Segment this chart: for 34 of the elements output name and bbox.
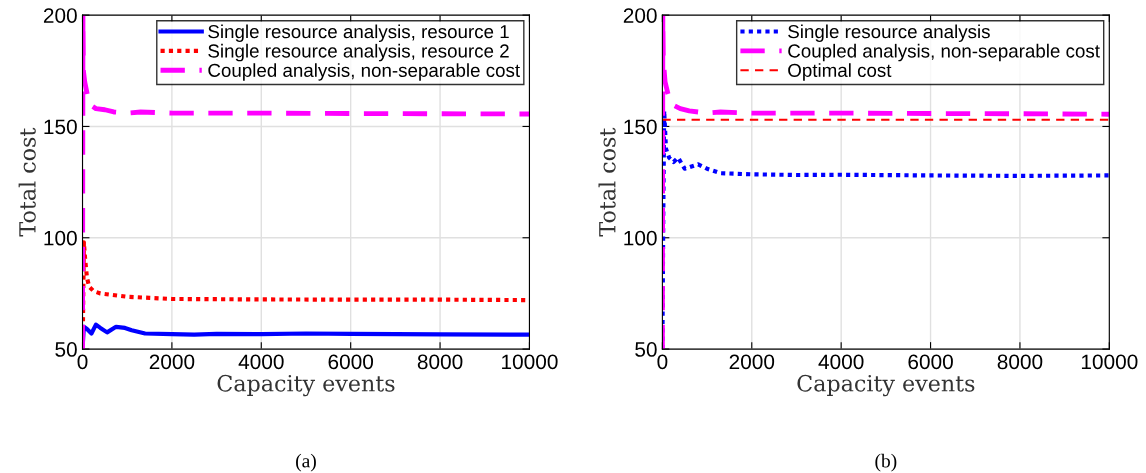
legend-label: Coupled analysis, non-separable cost xyxy=(208,63,520,81)
legend-label: Single resource analysis xyxy=(788,24,990,42)
y-tick-label: 150 xyxy=(624,119,657,135)
x-tick-label: 10000 xyxy=(1081,354,1138,370)
legend-label: Single resource analysis, resource 1 xyxy=(208,24,509,42)
legend-label: Coupled analysis, non-separable cost xyxy=(788,43,1100,62)
x-tick-label: 2000 xyxy=(149,354,195,370)
y-tick-label: 100 xyxy=(624,230,657,246)
line-series xyxy=(82,15,530,350)
x-tick-label: 6000 xyxy=(328,354,374,370)
x-tick-label: 2000 xyxy=(729,354,775,370)
y-axis-title: Total cost xyxy=(598,127,616,237)
x-tick-label: 6000 xyxy=(908,354,953,370)
y-tick-label: 50 xyxy=(635,342,657,357)
x-tick-label: 8000 xyxy=(417,354,463,370)
y-axis-title: Total cost xyxy=(18,127,36,237)
x-tick-label: 10000 xyxy=(502,354,558,370)
y-tick-label: 50 xyxy=(55,342,77,357)
x-tick-label: 0 xyxy=(77,354,88,370)
line-series xyxy=(662,15,1110,350)
x-axis-title: Capacity events xyxy=(217,374,395,397)
legend-label: Single resource analysis, resource 2 xyxy=(208,43,509,62)
y-tick-label: 200 xyxy=(623,8,657,23)
y-tick-label: 100 xyxy=(44,230,77,246)
y-tick-label: 150 xyxy=(44,119,77,135)
x-tick-label: 4000 xyxy=(238,354,284,370)
text: (a) xyxy=(296,453,316,472)
x-tick-label: 0 xyxy=(657,354,668,370)
text: (b) xyxy=(875,453,897,472)
legend-label: Optimal cost xyxy=(788,63,892,81)
y-tick-label: 200 xyxy=(43,8,77,23)
x-axis-title: Capacity events xyxy=(797,374,975,397)
x-tick-label: 8000 xyxy=(997,354,1043,370)
x-tick-label: 4000 xyxy=(818,354,864,370)
